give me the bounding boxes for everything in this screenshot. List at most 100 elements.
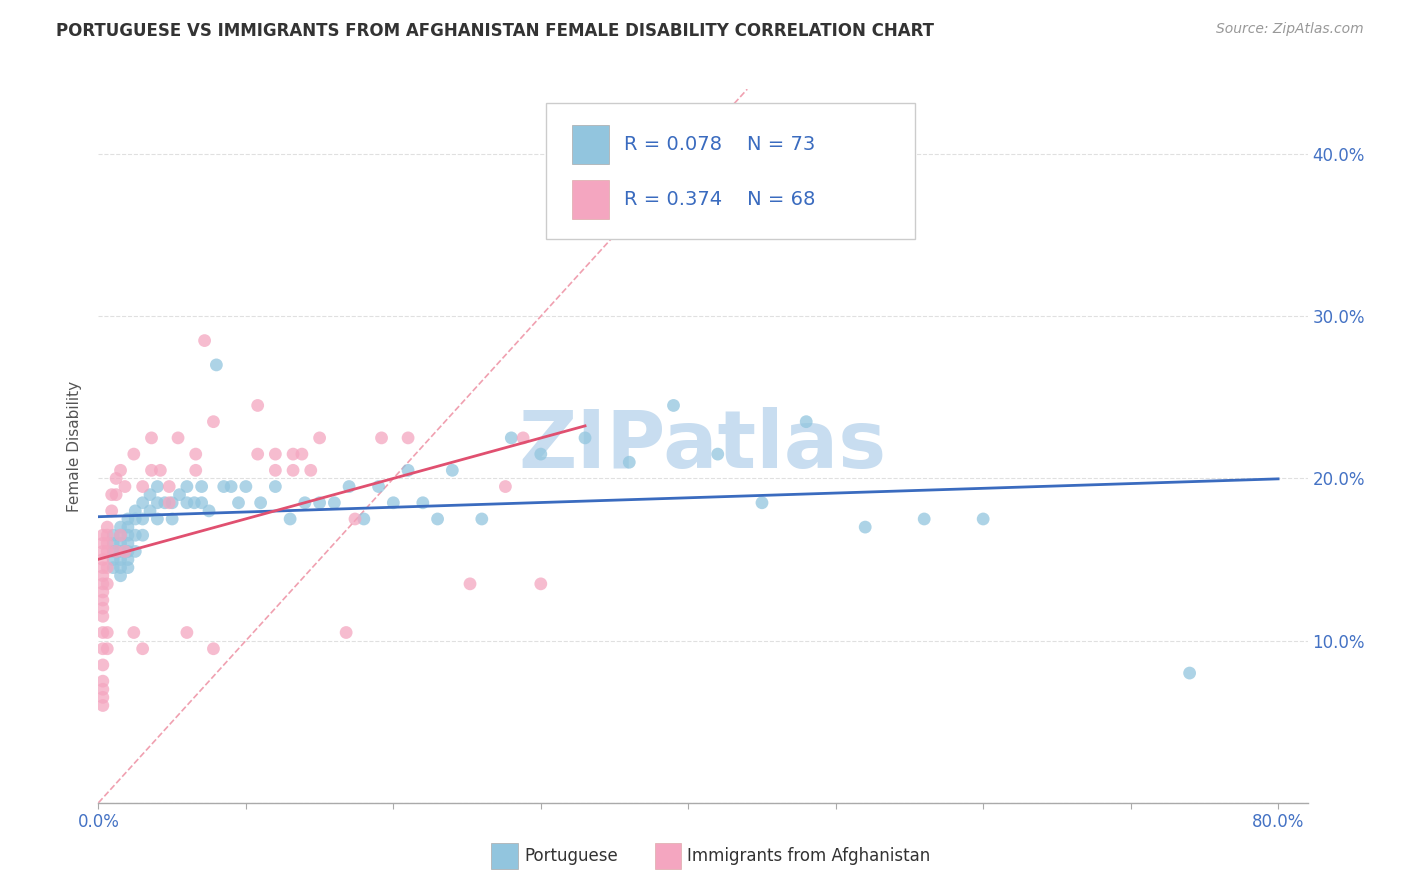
Point	[619, 455, 641, 469]
Point	[169, 488, 191, 502]
Point	[141, 463, 163, 477]
Point	[117, 528, 139, 542]
Point	[96, 577, 118, 591]
Point	[190, 496, 212, 510]
Point	[343, 512, 366, 526]
Point	[160, 496, 183, 510]
Point	[335, 625, 357, 640]
Point	[101, 552, 124, 566]
Point	[751, 496, 773, 510]
Point	[117, 552, 139, 566]
Point	[117, 520, 139, 534]
Point	[167, 431, 190, 445]
Point	[105, 544, 128, 558]
Point	[912, 512, 935, 526]
Point	[124, 528, 146, 542]
Point	[91, 577, 114, 591]
Point	[96, 536, 118, 550]
Point	[264, 463, 287, 477]
Point	[157, 496, 180, 510]
Point	[110, 568, 132, 582]
Point	[281, 447, 304, 461]
Point	[91, 674, 114, 689]
Point	[110, 528, 132, 542]
Point	[110, 560, 132, 574]
Point	[91, 625, 114, 640]
Point	[91, 528, 114, 542]
FancyBboxPatch shape	[572, 180, 609, 219]
Point	[198, 504, 221, 518]
Point	[219, 479, 242, 493]
Point	[494, 479, 516, 493]
Point	[264, 447, 287, 461]
Point	[91, 641, 114, 656]
Text: R = 0.078    N = 73: R = 0.078 N = 73	[624, 136, 815, 154]
Point	[96, 544, 118, 558]
Point	[194, 334, 217, 348]
Point	[853, 520, 876, 534]
Point	[501, 431, 523, 445]
FancyBboxPatch shape	[546, 103, 915, 239]
Point	[110, 552, 132, 566]
Point	[228, 496, 250, 510]
Point	[100, 488, 122, 502]
Point	[96, 520, 118, 534]
Point	[110, 528, 132, 542]
Point	[323, 496, 346, 510]
Point	[370, 431, 392, 445]
Point	[122, 447, 145, 461]
Y-axis label: Female Disability: Female Disability	[67, 380, 83, 512]
Point	[131, 528, 153, 542]
Point	[91, 682, 114, 697]
Point	[91, 657, 114, 672]
Point	[530, 447, 553, 461]
Point	[139, 488, 162, 502]
Point	[101, 536, 124, 550]
Point	[91, 552, 114, 566]
Point	[246, 447, 269, 461]
Point	[353, 512, 375, 526]
Point	[131, 641, 153, 656]
Point	[249, 496, 271, 510]
Point	[96, 641, 118, 656]
Text: PORTUGUESE VS IMMIGRANTS FROM AFGHANISTAN FEMALE DISABILITY CORRELATION CHART: PORTUGUESE VS IMMIGRANTS FROM AFGHANISTA…	[56, 22, 934, 40]
Point	[264, 479, 287, 493]
Point	[91, 568, 114, 582]
Text: Immigrants from Afghanistan: Immigrants from Afghanistan	[688, 847, 931, 865]
Point	[367, 479, 389, 493]
Point	[91, 544, 114, 558]
FancyBboxPatch shape	[492, 844, 517, 869]
Point	[308, 496, 330, 510]
Point	[91, 698, 114, 713]
FancyBboxPatch shape	[572, 125, 609, 164]
Point	[114, 479, 136, 493]
Point	[246, 399, 269, 413]
Point	[184, 447, 207, 461]
Point	[105, 471, 128, 485]
Point	[91, 536, 114, 550]
Point	[396, 463, 419, 477]
Point	[110, 463, 132, 477]
Point	[131, 496, 153, 510]
Point	[114, 544, 136, 558]
Point	[105, 488, 128, 502]
Point	[100, 504, 122, 518]
Point	[117, 536, 139, 550]
Point	[124, 512, 146, 526]
Point	[190, 479, 212, 493]
Point	[110, 544, 132, 558]
Point	[337, 479, 360, 493]
Point	[160, 512, 183, 526]
Point	[212, 479, 235, 493]
Point	[91, 585, 114, 599]
Point	[278, 512, 301, 526]
Point	[124, 504, 146, 518]
Point	[294, 496, 316, 510]
Point	[117, 560, 139, 574]
Point	[426, 512, 449, 526]
Point	[131, 512, 153, 526]
Text: R = 0.374    N = 68: R = 0.374 N = 68	[624, 190, 815, 210]
Point	[124, 544, 146, 558]
Point	[202, 415, 225, 429]
Point	[91, 593, 114, 607]
